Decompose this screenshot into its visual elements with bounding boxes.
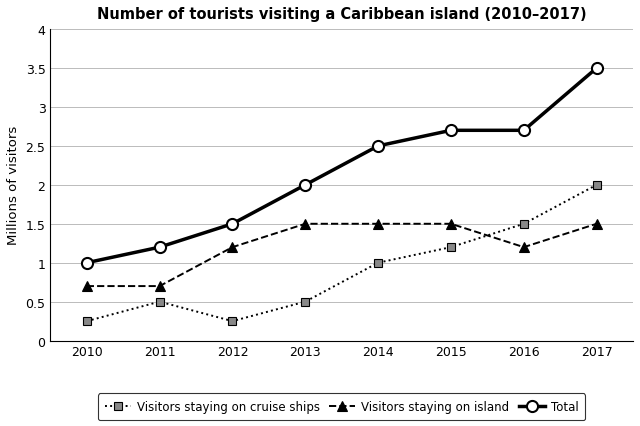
Y-axis label: Millions of visitors: Millions of visitors [7, 126, 20, 245]
Title: Number of tourists visiting a Caribbean island (2010–2017): Number of tourists visiting a Caribbean … [97, 7, 586, 22]
Legend: Visitors staying on cruise ships, Visitors staying on island, Total: Visitors staying on cruise ships, Visito… [98, 393, 586, 420]
